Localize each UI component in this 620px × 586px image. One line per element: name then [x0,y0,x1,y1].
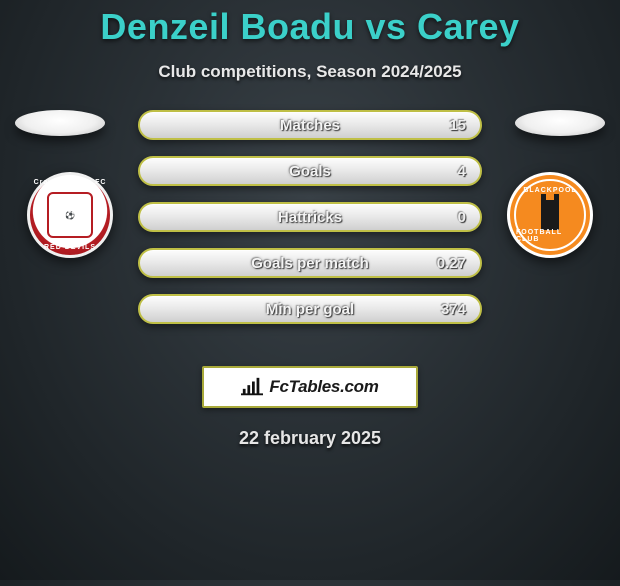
bar-chart-icon [241,377,263,397]
club-badge-right: BLACKPOOL FOOTBALL CLUB [507,172,593,258]
stat-value: 0.27 [437,255,466,272]
stat-label: Min per goal [266,301,354,318]
stat-bar: Goals 4 [138,156,482,186]
stat-value: 4 [458,163,466,180]
club-badge-right-motto: FOOTBALL CLUB [516,229,584,243]
club-badge-left-name: Crawley Town FC [34,179,107,186]
stat-value: 374 [441,301,466,318]
club-badge-left-motto: RED DEVILS [44,244,96,251]
stat-bar: Min per goal 374 [138,294,482,324]
shield-icon: ⚽ [47,192,93,238]
date-label: 22 february 2025 [0,428,620,449]
club-badge-left: Crawley Town FC ⚽ RED DEVILS [27,172,113,258]
brand-box[interactable]: FcTables.com [202,366,418,408]
brand-label: FcTables.com [269,377,378,397]
stat-label: Goals [289,163,331,180]
club-badge-right-name: BLACKPOOL [523,187,576,194]
page-title: Denzeil Boadu vs Carey [0,6,620,48]
tower-icon [541,200,559,230]
stat-value: 0 [458,209,466,226]
subtitle: Club competitions, Season 2024/2025 [0,62,620,82]
comparison-panel: Crawley Town FC ⚽ RED DEVILS BLACKPOOL F… [0,110,620,340]
stat-bar: Hattricks 0 [138,202,482,232]
stat-bar: Goals per match 0.27 [138,248,482,278]
stat-value: 15 [449,117,466,134]
player-photo-left-placeholder [15,110,105,136]
player-photo-right-placeholder [515,110,605,136]
stat-label: Hattricks [278,209,342,226]
stats-bars: Matches 15 Goals 4 Hattricks 0 Goals per match… [138,110,482,324]
stat-bar: Matches 15 [138,110,482,140]
stat-label: Goals per match [251,255,369,272]
stat-label: Matches [280,117,340,134]
